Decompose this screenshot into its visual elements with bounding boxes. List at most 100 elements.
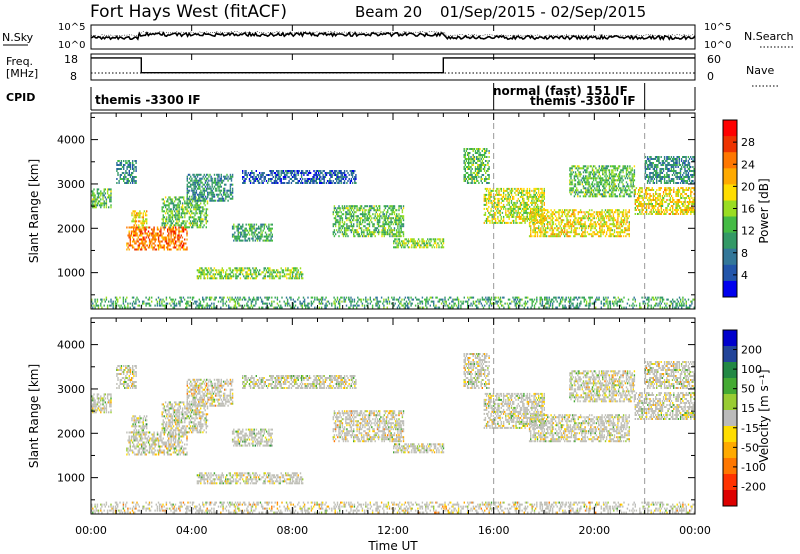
power-echo-cell [232, 269, 235, 272]
power-echo-cell [205, 173, 208, 176]
power-echo-cell [639, 209, 641, 211]
power-echo-cell [534, 235, 536, 238]
power-echo-cell [196, 269, 199, 272]
power-echo-cell [253, 223, 255, 226]
power-echo-cell [180, 196, 183, 199]
power-echo-cell [155, 238, 158, 241]
power-echo-cell [559, 209, 561, 212]
power-echo-cell [178, 232, 180, 235]
power-echo-cell [400, 235, 402, 238]
power-echo-cell [190, 222, 193, 225]
power-echo-cell [524, 201, 526, 204]
power-echo-cell [251, 225, 253, 228]
power-echo-cell [162, 236, 164, 239]
power-echo-cell [540, 209, 542, 212]
power-echo-cell [140, 212, 142, 215]
power-echo-cell [366, 233, 368, 236]
power-echo-cell [255, 229, 258, 232]
power-echo-cell [172, 204, 175, 207]
power-echo-cell [564, 231, 566, 234]
power-echo-cell [199, 173, 201, 176]
power-echo-cell [466, 176, 469, 178]
power-echo-cell [293, 180, 295, 182]
power-echo-cell [612, 225, 615, 228]
power-echo-cell [569, 231, 572, 234]
power-echo-cell [204, 199, 207, 202]
power-echo-cell [501, 199, 504, 202]
power-echo-cell [153, 234, 155, 237]
power-echo-cell [334, 217, 337, 220]
power-echo-cell [396, 223, 398, 226]
power-echo-cell [612, 181, 614, 184]
power-echo-cell [577, 165, 579, 168]
power-echo-cell [225, 177, 227, 180]
power-echo-cell [601, 229, 603, 232]
power-echo-cell [236, 269, 238, 272]
power-echo-cell [198, 196, 201, 199]
power-echo-cell [283, 182, 286, 184]
power-echo-cell [190, 210, 193, 213]
power-echo-cell [509, 205, 511, 208]
power-echo-cell [172, 238, 175, 241]
power-echo-cell [533, 195, 535, 198]
power-echo-cell [408, 240, 411, 243]
power-echo-cell [624, 177, 627, 180]
power-echo-cell [413, 238, 415, 241]
power-echo-cell [235, 225, 237, 228]
power-echo-cell [535, 231, 538, 234]
power-echo-cell [633, 175, 636, 178]
power-echo-cell [609, 195, 612, 198]
power-echo-cell [343, 231, 346, 234]
power-echo-cell [211, 269, 213, 272]
power-echo-cell [346, 205, 348, 208]
power-echo-cell [154, 236, 156, 239]
power-echo-cell [243, 176, 245, 178]
power-echo-cell [571, 167, 573, 170]
power-echo-cell [363, 229, 365, 232]
power-echo-cell [599, 169, 602, 172]
power-echo-cell [382, 233, 384, 236]
power-echo-cell [133, 176, 135, 178]
power-echo-cell [231, 173, 234, 176]
power-echo-cell [633, 165, 636, 168]
power-echo-cell [131, 212, 133, 215]
power-echo-cell [159, 230, 161, 233]
power-echo-cell [170, 242, 172, 245]
power-echo-cell [193, 206, 195, 209]
power-echo-cell [342, 213, 345, 216]
power-echo-cell [603, 231, 605, 234]
power-echo-cell [422, 238, 424, 241]
power-echo-cell [644, 189, 647, 191]
power-echo-cell [564, 223, 566, 226]
power-echo-cell [397, 244, 399, 247]
power-echo-cell [576, 191, 578, 194]
power-echo-cell [214, 187, 217, 190]
power-echo-cell [100, 206, 102, 209]
power-echo-cell [620, 231, 622, 234]
power-echo-cell [581, 233, 583, 236]
power-echo-cell [484, 211, 487, 214]
power-echo-cell [556, 233, 558, 236]
power-echo-cell [345, 233, 347, 236]
power-echo-cell [205, 269, 208, 272]
power-echo-cell [619, 187, 621, 190]
power-echo-cell [601, 217, 603, 220]
power-echo-cell [622, 231, 625, 234]
power-echo-cell [432, 244, 434, 247]
power-echo-cell [218, 187, 220, 190]
power-echo-cell [345, 207, 347, 210]
power-echo-cell [198, 220, 201, 223]
power-echo-cell [264, 239, 267, 242]
power-echo-cell [342, 209, 345, 212]
power-echo-cell [306, 178, 308, 180]
power-echo-cell [143, 220, 146, 223]
power-echo-cell [343, 174, 346, 176]
power-echo-cell [337, 221, 339, 224]
power-echo-cell [173, 204, 176, 207]
power-echo-cell [339, 172, 341, 174]
power-echo-cell [172, 228, 175, 231]
power-echo-cell [218, 173, 220, 176]
power-echo-cell [276, 174, 278, 176]
power-echo-cell [590, 225, 592, 228]
power-echo-cell [507, 195, 509, 198]
